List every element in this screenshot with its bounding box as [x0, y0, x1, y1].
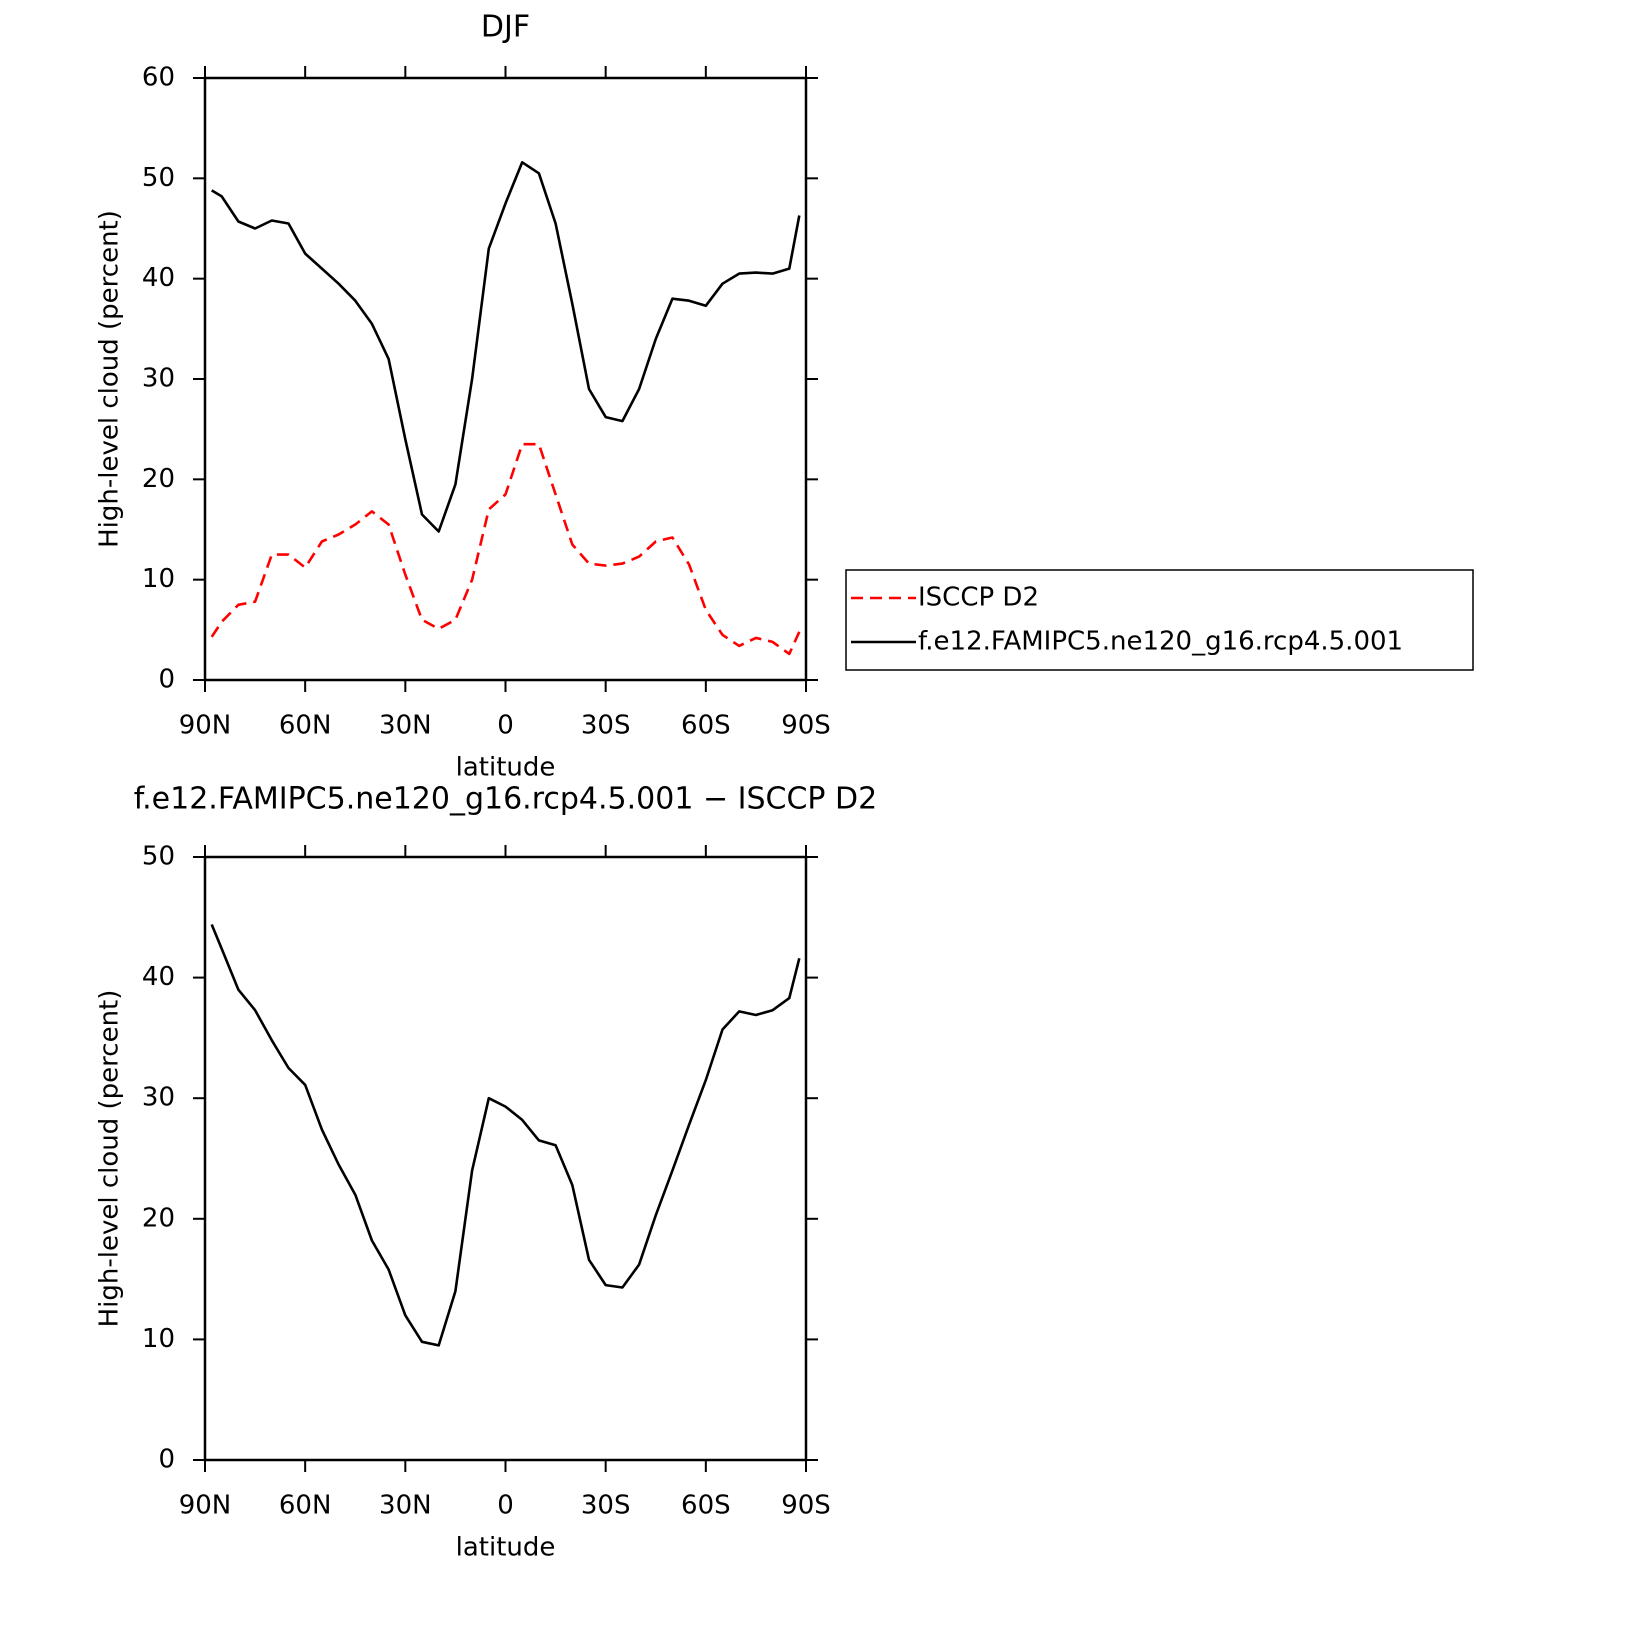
- y-tick-label: 0: [158, 1445, 175, 1475]
- chart-title: DJF: [481, 10, 530, 45]
- y-tick-label: 20: [142, 1203, 175, 1233]
- y-tick-label: 10: [142, 564, 175, 594]
- y-tick-label: 10: [142, 1324, 175, 1354]
- x-axis-label: latitude: [456, 1533, 556, 1563]
- series-line: [211, 161, 801, 533]
- x-tick-label: 90N: [179, 1491, 232, 1521]
- legend-box: [845, 569, 1474, 671]
- y-tick-label: 40: [142, 962, 175, 992]
- x-tick-label: 90S: [781, 711, 831, 741]
- y-tick-label: 0: [158, 665, 175, 695]
- y-tick-label: 50: [142, 842, 175, 872]
- x-tick-label: 30S: [581, 1491, 631, 1521]
- y-tick-label: 40: [142, 263, 175, 293]
- x-tick-label: 0: [497, 1491, 514, 1521]
- x-tick-label: 60N: [279, 1491, 332, 1521]
- x-axis-label: latitude: [456, 753, 556, 783]
- y-tick-label: 30: [142, 1083, 175, 1113]
- x-tick-label: 60S: [681, 1491, 731, 1521]
- plot-frame: [203, 855, 808, 1462]
- chart-title: f.e12.FAMIPC5.ne120_g16.rcp4.5.001 − ISC…: [134, 782, 878, 817]
- x-tick-label: 30N: [379, 711, 432, 741]
- legend-label: f.e12.FAMIPC5.ne120_g16.rcp4.5.001: [918, 627, 1403, 657]
- x-tick-label: 90N: [179, 711, 232, 741]
- y-axis-label: High-level cloud (percent): [95, 990, 125, 1328]
- y-tick-label: 50: [142, 163, 175, 193]
- y-tick-label: 30: [142, 364, 175, 394]
- x-tick-label: 90S: [781, 1491, 831, 1521]
- x-tick-label: 30N: [379, 1491, 432, 1521]
- x-tick-label: 60N: [279, 711, 332, 741]
- series-line: [210, 442, 801, 656]
- y-axis-label: High-level cloud (percent): [95, 210, 125, 548]
- y-tick-label: 60: [142, 63, 175, 93]
- legend-label: ISCCP D2: [918, 583, 1039, 613]
- plot-frame: [203, 76, 808, 682]
- y-tick-label: 20: [142, 464, 175, 494]
- x-tick-label: 0: [497, 711, 514, 741]
- x-tick-label: 30S: [581, 711, 631, 741]
- series-line: [210, 924, 801, 1347]
- x-tick-label: 60S: [681, 711, 731, 741]
